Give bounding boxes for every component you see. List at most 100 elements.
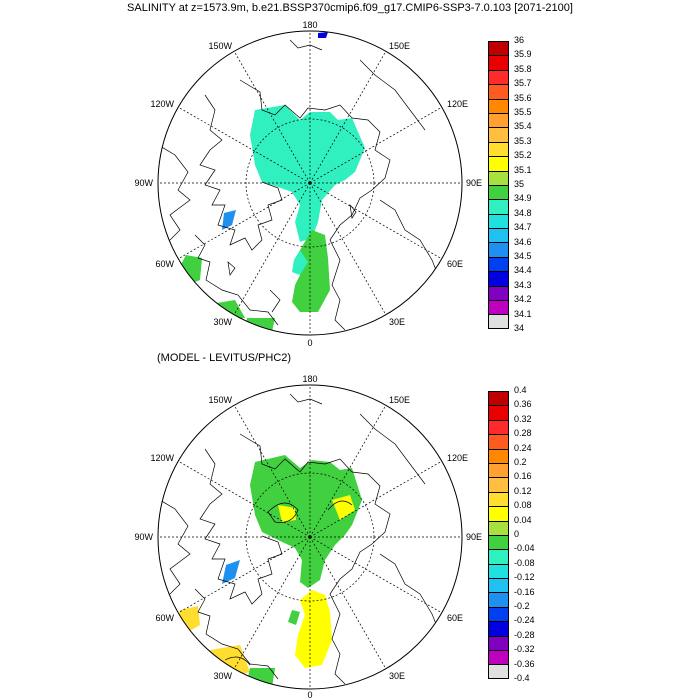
top-nordic-cyan [292, 250, 308, 275]
bottom-nordic-field [295, 590, 332, 668]
bottom-colorbar-label: -0.16 [514, 586, 535, 597]
top-colorbar-label: 34.1 [514, 308, 532, 319]
bottom-colorbar-label: 0.28 [514, 428, 532, 439]
bottom-colorbar-label: 0.32 [514, 413, 532, 424]
top-colorbar [488, 41, 509, 329]
bottom-colorbar-label: -0.32 [514, 644, 535, 655]
top-colorbar-label: 34.4 [514, 265, 532, 276]
bottom-colorbar [488, 391, 509, 679]
bottom-colorbar-label: 0.36 [514, 399, 532, 410]
top-colorbar-label: 34.6 [514, 236, 532, 247]
bottom-basin-field [250, 455, 362, 588]
bottom-colorbar-cell [488, 578, 509, 593]
top-coastlines [158, 39, 441, 331]
top-baffin-field [222, 210, 236, 230]
bottom-colorbar-cell [488, 650, 509, 665]
top-colorbar-cell [488, 285, 509, 301]
top-map-fill [178, 32, 365, 332]
top-colorbar-label: 35.7 [514, 78, 532, 89]
top-colorbar-label: 35 [514, 179, 525, 189]
bottom-colorbar-cell [488, 462, 509, 478]
bottom-basin-yellow-2 [278, 505, 296, 522]
bottom-colorbar-cell [488, 405, 509, 420]
top-colorbar-cell [488, 213, 509, 229]
bottom-lon-label-30e: 30E [389, 671, 405, 681]
bottom-colorbar-cell [488, 592, 509, 607]
top-colorbar-cell [488, 228, 509, 243]
bottom-colorbar-cell [488, 534, 509, 550]
top-labrador-field [178, 255, 202, 285]
bottom-map: 180 150E 120E 90E 60E 30E 0 30W 60W 90W … [134, 374, 482, 700]
bottom-colorbar-cell [488, 448, 509, 463]
top-lon-label-60w: 60W [155, 259, 174, 269]
top-colorbar-cell [488, 170, 509, 185]
bottom-baffin-field [222, 560, 240, 584]
top-lon-label-90w: 90W [134, 178, 153, 188]
bottom-lon-label-120w: 120W [150, 453, 174, 463]
bottom-colorbar-label: 0.04 [514, 514, 532, 525]
bottom-lon-label-0: 0 [307, 690, 312, 700]
top-colorbar-label: 35.3 [514, 135, 532, 146]
bottom-lon-label-150e: 150E [389, 395, 410, 405]
bottom-basin-yellow [332, 495, 355, 520]
bottom-lon-label-120e: 120E [447, 453, 468, 463]
top-colorbar-cell [488, 242, 509, 257]
bottom-atlantic-field-2 [246, 668, 275, 688]
top-basin-field [250, 105, 365, 242]
bottom-colorbar-label: 0 [514, 529, 520, 539]
top-colorbar-cell [488, 184, 509, 200]
bottom-labrador-field [178, 606, 200, 632]
bottom-colorbar-cell [488, 621, 509, 636]
bottom-colorbar-label: -0.12 [514, 572, 535, 583]
top-map-boundary [157, 30, 463, 336]
top-colorbar-cell [488, 256, 509, 272]
top-colorbar-label: 34.9 [514, 193, 532, 204]
bottom-colorbar-label: -0.36 [514, 658, 535, 669]
top-colorbar-label: 34 [514, 323, 525, 333]
top-lon-label-60e: 60E [447, 259, 463, 269]
difference-subtitle: (MODEL - LEVITUS/PHC2) [157, 352, 292, 364]
top-colorbar-cell [488, 141, 509, 157]
top-lon-label-120e: 120E [447, 99, 468, 109]
bottom-colorbar-label: 0.2 [514, 457, 527, 467]
top-colorbar-cell [488, 84, 509, 99]
bottom-coastlines [158, 393, 441, 685]
top-lon-label-30w: 30W [213, 317, 232, 327]
top-lon-label-180: 180 [302, 20, 317, 30]
bottom-colorbar-cell [488, 549, 509, 564]
bottom-lon-label-90w: 90W [134, 532, 153, 542]
top-colorbar-cell [488, 127, 509, 142]
top-colorbar-label: 35.6 [514, 92, 532, 103]
bottom-colorbar-label: 0.16 [514, 471, 532, 482]
top-colorbar-label: 35.4 [514, 121, 532, 132]
bottom-colorbar-label: -0.2 [514, 601, 530, 611]
top-colorbar-label: 35.8 [514, 63, 532, 74]
bottom-colorbar-label: -0.4 [514, 673, 530, 683]
top-colorbar-label: 35.5 [514, 107, 532, 117]
bottom-colorbar-label: 0.12 [514, 485, 532, 496]
top-graticule [158, 31, 462, 335]
top-colorbar-label: 34.7 [514, 222, 532, 233]
top-colorbar-cell [488, 55, 509, 70]
bottom-nordic-green [288, 610, 300, 625]
bottom-colorbar-cell [488, 477, 509, 492]
top-lon-label-30e: 30E [389, 317, 405, 327]
bottom-colorbar-cell [488, 635, 509, 651]
bottom-colorbar-label: -0.04 [514, 543, 535, 554]
bottom-colorbar-cell [488, 664, 509, 679]
plot-title: SALINITY at z=1573.9m, b.e21.BSSP370cmip… [127, 2, 573, 14]
bottom-colorbar-cell [488, 434, 509, 449]
bottom-colorbar-cell [488, 491, 509, 507]
bottom-map-fill [178, 455, 362, 688]
top-colorbar-label: 34.8 [514, 207, 532, 218]
top-colorbar-cell [488, 98, 509, 113]
top-colorbar-label: 34.5 [514, 251, 532, 261]
top-lon-label-120w: 120W [150, 99, 174, 109]
bottom-colorbar-cell [488, 419, 509, 435]
bottom-colorbar-label: -0.24 [514, 615, 535, 626]
top-colorbar-cell [488, 112, 509, 128]
top-colorbar-label: 34.2 [514, 294, 532, 305]
top-colorbar-cell [488, 199, 509, 214]
bottom-lon-label-60e: 60E [447, 613, 463, 623]
